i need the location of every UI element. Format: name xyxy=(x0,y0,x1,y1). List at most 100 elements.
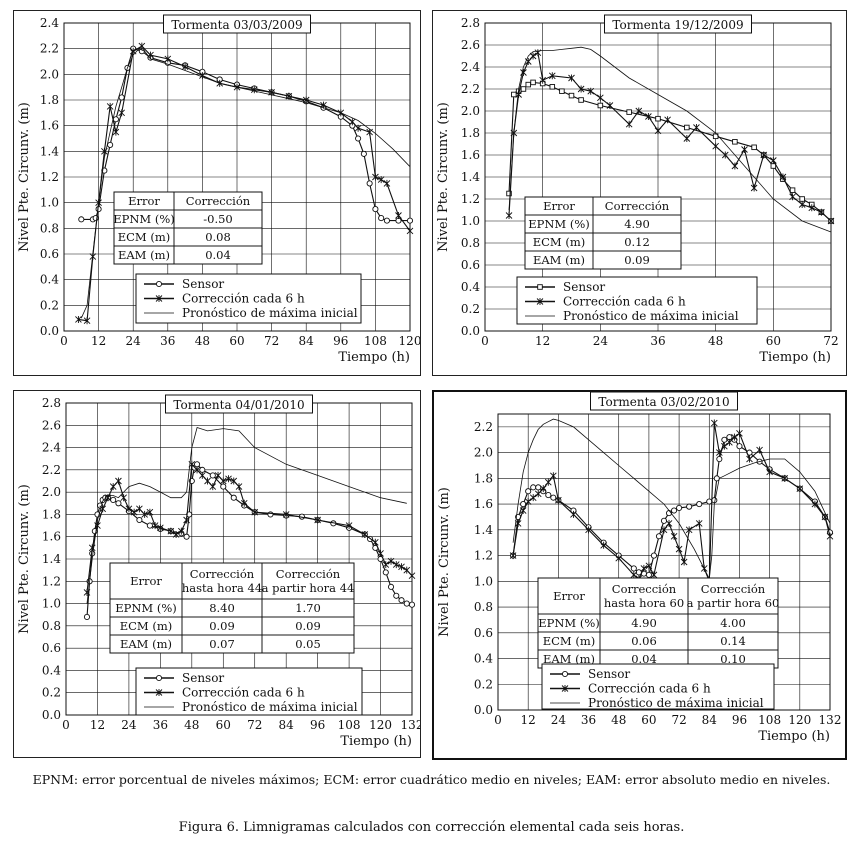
y-tick-label: 2.8 xyxy=(461,16,480,30)
data-point xyxy=(568,92,575,99)
y-tick-label: 0.2 xyxy=(474,677,493,691)
chart-svg-2: 0 12 24 36 48 60 72 0.0 0.2 0.4 0.6 0.8 1.0 1.2 1.4 1.6… xyxy=(436,14,839,365)
y-tick-label: 0.0 xyxy=(474,703,493,717)
chart-svg-1: 0 12 24 36 48 60 72 84 96 108 120 0.0 0.2 0.4 0.6 0.8 1.… xyxy=(17,14,420,365)
x-tick-label: 96 xyxy=(333,334,348,348)
data-point xyxy=(615,554,623,562)
y-tick-label: 0.0 xyxy=(40,324,59,338)
data-point xyxy=(130,508,138,516)
data-point xyxy=(530,484,537,491)
data-point xyxy=(366,128,373,136)
table-cell-text: 0.10 xyxy=(720,652,746,666)
data-point xyxy=(756,446,763,454)
x-tick-label: 132 xyxy=(819,713,842,727)
y-tick-label: 0.6 xyxy=(42,641,61,655)
x-tick-label: 48 xyxy=(184,718,199,732)
x-tick-label: 84 xyxy=(299,334,315,348)
series-line xyxy=(86,426,407,604)
x-tick-label: 24 xyxy=(121,718,137,732)
data-point xyxy=(383,217,390,224)
x-tick-label: 96 xyxy=(732,713,747,727)
data-point xyxy=(519,507,527,515)
x-tick-label: 12 xyxy=(91,334,106,348)
legend-marker xyxy=(537,284,543,290)
error-table: Error Corrección EPNM (%) 4.90 ECM (m) 0.12 EA… xyxy=(524,196,682,270)
data-point xyxy=(146,522,153,529)
data-point xyxy=(406,227,414,235)
data-point xyxy=(505,212,513,219)
figure-caption: Figura 6. Limnigramas calculados con cor… xyxy=(178,820,685,835)
data-point xyxy=(640,564,648,572)
y-axis-label: Nivel Pte. Circunv. (m) xyxy=(437,487,452,637)
x-axis-label: Tiempo (h) xyxy=(759,350,831,365)
data-point xyxy=(693,124,700,131)
data-point xyxy=(645,562,653,570)
data-point xyxy=(630,565,637,572)
data-point xyxy=(746,455,753,463)
y-tick-label: 0.0 xyxy=(42,708,61,722)
data-point xyxy=(198,471,206,479)
data-point xyxy=(587,87,595,95)
data-point xyxy=(645,571,652,578)
series-line xyxy=(81,48,410,222)
x-tick-label: 48 xyxy=(611,713,626,727)
data-point xyxy=(741,146,748,153)
legend-label: Corrección cada 6 h xyxy=(588,682,711,696)
table-cell-text: 4.90 xyxy=(631,616,657,630)
y-tick-label: 1.0 xyxy=(42,597,61,611)
data-point xyxy=(811,500,819,508)
data-point xyxy=(220,483,227,490)
x-tick-label: 120 xyxy=(399,334,420,348)
chart-panel-3: 0 12 24 36 48 60 72 84 96 108 120 132 0.0 0.2 0.4 0.6 0.… xyxy=(13,390,421,758)
data-point xyxy=(361,530,369,538)
table-cell-text: 0.06 xyxy=(631,634,657,648)
y-tick-label: 0.8 xyxy=(461,236,480,250)
table-header-text: Error xyxy=(543,199,575,213)
data-point xyxy=(349,118,356,126)
table-header-text: Corrección xyxy=(612,582,677,596)
y-tick-label: 0.6 xyxy=(474,626,493,640)
table-cell-text: 0.09 xyxy=(624,253,650,267)
data-point xyxy=(382,569,389,576)
table-header-text: hasta hora 44 xyxy=(182,581,262,595)
y-tick-label: 0.0 xyxy=(461,324,480,338)
plot-frame xyxy=(497,413,831,711)
y-tick-label: 2.2 xyxy=(40,42,59,56)
data-point xyxy=(645,113,652,120)
chart-panel-2: 0 12 24 36 48 60 72 0.0 0.2 0.4 0.6 0.8 1.0 1.2 1.4 1.6… xyxy=(432,10,847,376)
table-cell-text: ECM (m) xyxy=(533,235,586,249)
data-point xyxy=(568,74,575,82)
table-cell-text: ECM (m) xyxy=(120,619,173,633)
data-point xyxy=(664,116,671,124)
table-frame xyxy=(109,562,355,654)
data-point xyxy=(650,571,658,579)
table-cell-text: 0.12 xyxy=(624,235,650,249)
table-header-text: Error xyxy=(130,574,162,588)
error-table: Error Corrección EPNM (%) -0.50 ECM (m) 0.08 E… xyxy=(113,191,263,265)
data-point xyxy=(408,572,416,580)
y-tick-label: 2.8 xyxy=(42,396,61,410)
y-tick-label: 1.8 xyxy=(42,507,61,521)
data-point xyxy=(398,563,405,571)
x-axis-label: Tiempo (h) xyxy=(340,734,412,749)
series-line xyxy=(80,48,411,319)
data-point xyxy=(770,157,777,164)
y-tick-label: 1.6 xyxy=(461,148,480,162)
x-tick-label: 60 xyxy=(641,713,656,727)
chart-panel-4: 0 12 24 36 48 60 72 84 96 108 120 132 0.0 0.2 0.4 0.6 0.… xyxy=(432,390,847,760)
data-point xyxy=(398,597,405,604)
series-line xyxy=(512,418,831,581)
y-tick-label: 2.2 xyxy=(474,420,493,434)
data-point xyxy=(382,561,390,569)
title-box xyxy=(163,14,311,34)
data-point xyxy=(83,613,91,620)
data-point xyxy=(712,142,719,150)
x-tick-label: 12 xyxy=(535,334,550,348)
y-tick-label: 1.2 xyxy=(474,549,493,563)
data-point xyxy=(136,516,143,524)
data-point xyxy=(115,477,122,485)
y-tick-label: 0.6 xyxy=(40,247,59,261)
table-cell-text: EAM (m) xyxy=(533,253,585,267)
